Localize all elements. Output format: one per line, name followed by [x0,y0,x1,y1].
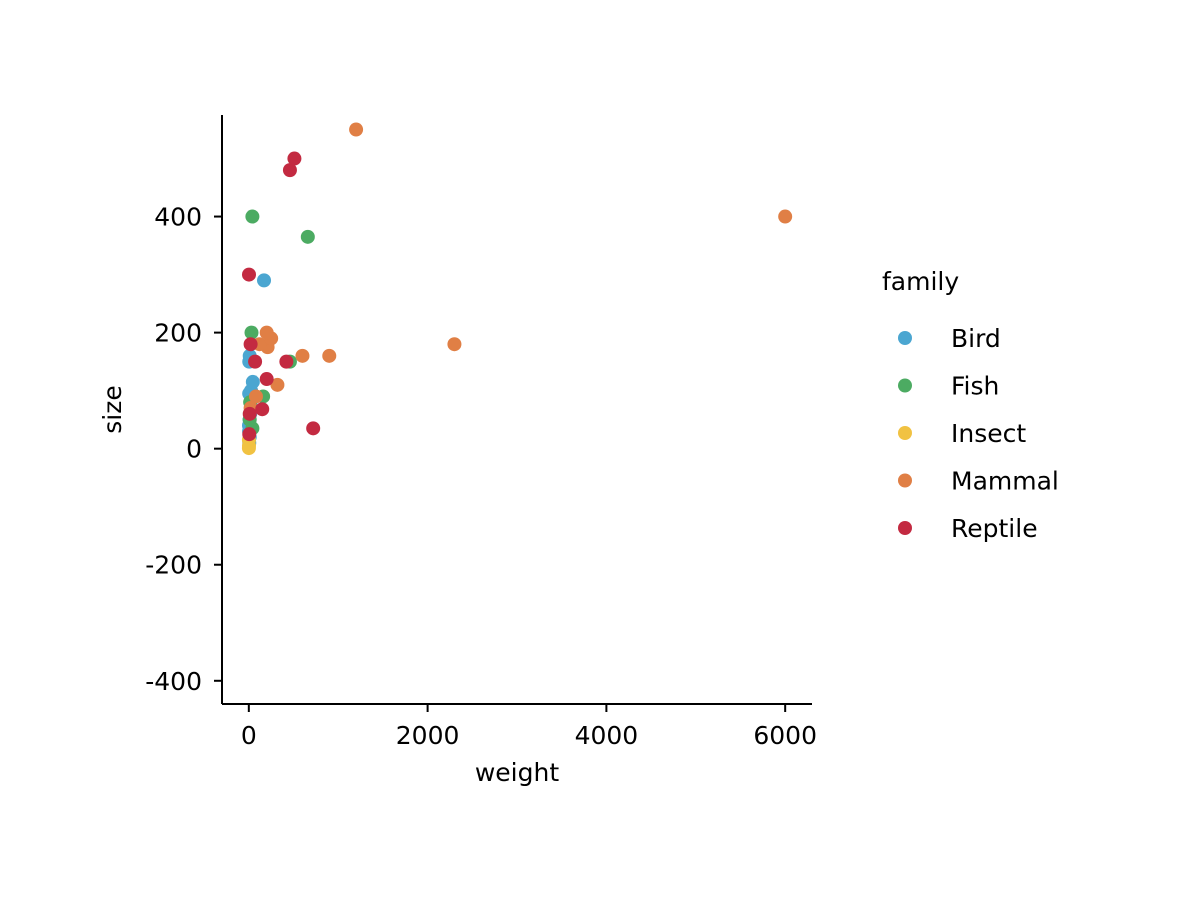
x-tick-label: 2000 [396,721,460,750]
x-ticks: 0 2000 4000 6000 [241,704,817,750]
legend-swatch-bird [898,331,912,345]
y-ticks: -400 -200 0 200 400 [145,203,222,696]
legend-label-mammal: Mammal [951,467,1059,496]
x-axis-title: weight [475,758,559,787]
point-bird [257,273,272,288]
legend-swatch-mammal [898,473,912,488]
legend-label-insect: Insect [951,419,1026,448]
point-mammal [248,389,263,404]
y-tick-label: 200 [154,319,202,348]
point-bird [245,374,260,389]
point-fish [245,209,260,224]
point-mammal [259,325,274,340]
point-reptile [279,354,294,369]
legend-label-fish: Fish [951,372,999,401]
point-reptile [282,163,297,178]
point-reptile [259,372,274,387]
point-mammal [447,337,462,352]
point-mammal [295,348,310,363]
point-reptile [241,267,256,282]
legend-items: Bird Fish Insect Mammal Reptile [898,324,1059,543]
y-axis-title: size [98,385,127,433]
point-reptile [255,402,270,417]
point-mammal [778,209,793,224]
point-reptile [243,337,258,352]
point-mammal [270,377,285,392]
point-reptile [242,427,257,442]
legend-label-reptile: Reptile [951,514,1038,543]
point-fish [244,325,259,340]
axes: 0 2000 4000 6000 -400 -200 0 200 400 [145,115,817,750]
legend: family Bird Fish Insect Mammal Reptile [882,267,1059,543]
y-tick-label: 400 [154,203,202,232]
point-reptile [242,406,257,421]
legend-swatch-reptile [898,521,912,535]
point-reptile [306,421,321,436]
point-mammal [349,122,364,137]
x-tick-label: 6000 [753,721,817,750]
point-fish [300,229,315,244]
y-tick-label: -200 [145,551,202,580]
y-tick-label: -400 [145,667,202,696]
legend-swatch-insect [898,426,912,440]
legend-label-bird: Bird [951,324,1001,353]
point-reptile [287,151,302,166]
point-reptile [248,354,263,369]
point-mammal [322,348,337,363]
y-tick-label: 0 [186,435,202,464]
x-tick-label: 4000 [575,721,639,750]
legend-swatch-fish [898,378,912,393]
x-tick-label: 0 [241,721,257,750]
data-points [241,122,793,456]
legend-title: family [882,267,959,296]
